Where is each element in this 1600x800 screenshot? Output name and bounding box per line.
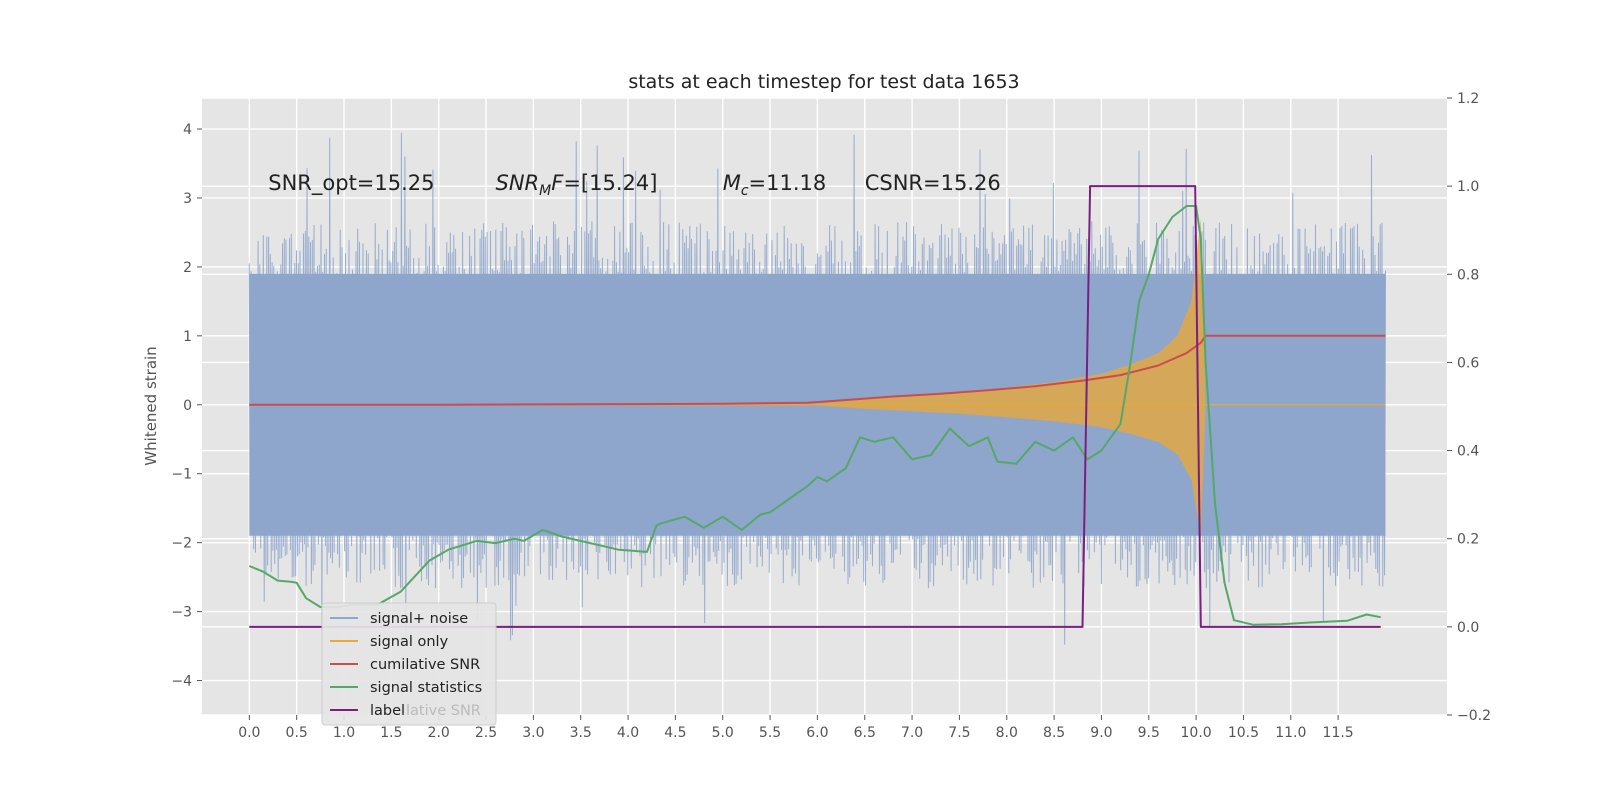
annotation: SNR_opt=15.25 <box>268 171 434 196</box>
x-tick-label: 0.5 <box>286 725 308 741</box>
x-tick-label: 6.0 <box>806 725 828 741</box>
legend-box <box>321 602 497 726</box>
label-line <box>249 185 1381 628</box>
x-tick-label: 8.5 <box>1043 725 1065 741</box>
x-tick-label: 1.5 <box>380 725 402 741</box>
y-tick-label: −3 <box>171 605 192 621</box>
x-tick-label: 4.5 <box>664 725 686 741</box>
x-tick-label: 11.5 <box>1323 725 1354 741</box>
series-label <box>249 185 1381 628</box>
annotations: SNR_opt=15.25 SNRMF=[15.24] Mc=11.18 CSNR=1… <box>268 171 1000 199</box>
x-tick-label: 9.5 <box>1138 725 1160 741</box>
legend-label: signal only <box>370 634 449 650</box>
x-tick-label: 1.0 <box>333 725 355 741</box>
y2-tick-label: 1.2 <box>1457 91 1479 107</box>
legend-label: cumilative SNR <box>370 657 480 673</box>
x-tick-label: 10.0 <box>1181 725 1212 741</box>
x-tick-label: 3.0 <box>522 725 544 741</box>
y2-tick-label: 0.8 <box>1457 267 1479 283</box>
y2-tick-label: 0.4 <box>1457 444 1479 460</box>
legend-label: label <box>370 703 405 719</box>
y2-tick-label: 0.2 <box>1457 532 1479 548</box>
annotation: CSNR=15.26 <box>865 171 1001 195</box>
y-tick-label: 4 <box>183 122 192 138</box>
x-tick-label: 7.0 <box>901 725 923 741</box>
cumilative-snr-line <box>249 334 1386 406</box>
x-tick-label: 10.5 <box>1228 725 1259 741</box>
x-tick-label: 5.5 <box>759 725 781 741</box>
y-tick-label: −2 <box>171 536 192 552</box>
legend: signal+ noise signal only cumilative SNR si… <box>321 602 497 726</box>
legend-overflow-text: lative SNR <box>406 703 481 719</box>
x-tick-label: 6.5 <box>854 725 876 741</box>
series-cumilative-snr <box>249 334 1386 406</box>
y-tick-label: −1 <box>171 467 192 483</box>
y-tick-label: 1 <box>183 329 192 345</box>
y2-tick-label: 1.0 <box>1457 179 1479 195</box>
annotation: Mc=11.18 <box>723 171 827 199</box>
chart-title: stats at each timestep for test data 165… <box>628 71 1019 93</box>
y-tick-label: 0 <box>183 398 192 414</box>
x-tick-label: 11.0 <box>1275 725 1306 741</box>
y2-tick-label: 0.6 <box>1457 355 1479 371</box>
x-tick-label: 2.5 <box>475 725 497 741</box>
x-tick-label: 9.0 <box>1090 725 1112 741</box>
x-tick-label: 4.0 <box>617 725 639 741</box>
y2-tick-label: −0.2 <box>1457 708 1491 724</box>
y-tick-label: −4 <box>171 674 192 690</box>
annotation: SNRMF=[15.24] <box>495 171 657 199</box>
y-tick-label: 2 <box>183 260 192 276</box>
x-tick-label: 5.0 <box>712 725 734 741</box>
legend-label: signal statistics <box>370 680 482 696</box>
y-axis-label: Whitened strain <box>142 346 160 465</box>
series-signal-statistics <box>248 205 1381 626</box>
x-tick-label: 8.0 <box>996 725 1018 741</box>
y2-tick-label: 0.0 <box>1457 620 1479 636</box>
x-tick-label: 3.5 <box>570 725 592 741</box>
x-tick-label: 7.5 <box>948 725 970 741</box>
legend-label: signal+ noise <box>370 611 468 627</box>
axes: 0.0 0.5 1.0 1.5 2.0 2.5 3.0 3.5 4.0 4.5 5.0 5.5 6.0 6… <box>171 91 1491 741</box>
x-tick-label: 2.0 <box>428 725 450 741</box>
x-tick-label: 0.0 <box>238 725 260 741</box>
signal-statistics-line <box>248 205 1381 626</box>
y-tick-label: 3 <box>183 191 192 207</box>
